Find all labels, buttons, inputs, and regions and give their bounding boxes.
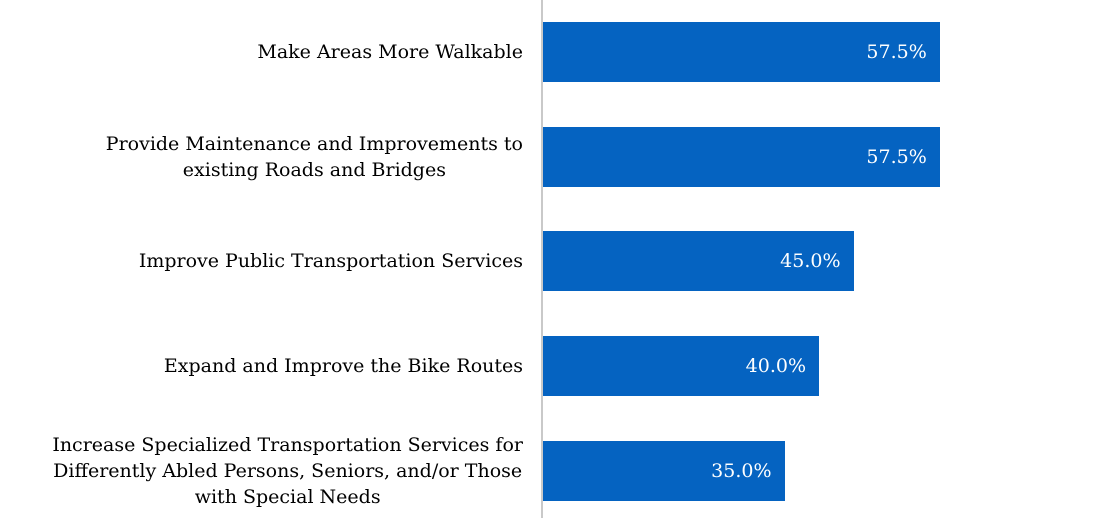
category-label: Expand and Improve the Bike Routes (163, 355, 523, 378)
chart-row: Expand and Improve the Bike Routes 40.0% (0, 314, 1102, 419)
category-label-cell: Make Areas More Walkable (0, 0, 541, 105)
bar-cell: 57.5% (541, 105, 1102, 210)
bar: 35.0% (543, 440, 785, 501)
chart-row: Make Areas More Walkable 57.5% (0, 0, 1102, 105)
bar-cell: 45.0% (541, 209, 1102, 314)
bar-cell: 40.0% (541, 314, 1102, 419)
bar: 45.0% (543, 231, 854, 292)
bar: 57.5% (543, 22, 940, 83)
chart-row: Increase Specialized Transportation Serv… (0, 418, 1102, 523)
category-label-cell: Provide Maintenance and Improvements to … (0, 105, 541, 210)
bar-cell: 35.0% (541, 418, 1102, 523)
category-label: Improve Public Transportation Services (138, 250, 523, 273)
category-axis-line (541, 0, 543, 518)
chart-row: Provide Maintenance and Improvements to … (0, 105, 1102, 210)
value-label: 35.0% (711, 459, 772, 482)
bar: 40.0% (543, 336, 819, 397)
chart-row: Improve Public Transportation Services 4… (0, 209, 1102, 314)
category-label: Provide Maintenance and Improvements to … (105, 132, 523, 181)
category-label-cell: Expand and Improve the Bike Routes (0, 314, 541, 419)
category-label: Make Areas More Walkable (257, 41, 523, 64)
bar-cell: 57.5% (541, 0, 1102, 105)
value-label: 57.5% (866, 41, 927, 64)
bar: 57.5% (543, 126, 940, 187)
value-label: 40.0% (745, 355, 806, 378)
category-label-cell: Increase Specialized Transportation Serv… (0, 418, 541, 523)
category-label-cell: Improve Public Transportation Services (0, 209, 541, 314)
category-label: Increase Specialized Transportation Serv… (52, 433, 523, 508)
value-label: 57.5% (866, 145, 927, 168)
value-label: 45.0% (780, 250, 841, 273)
